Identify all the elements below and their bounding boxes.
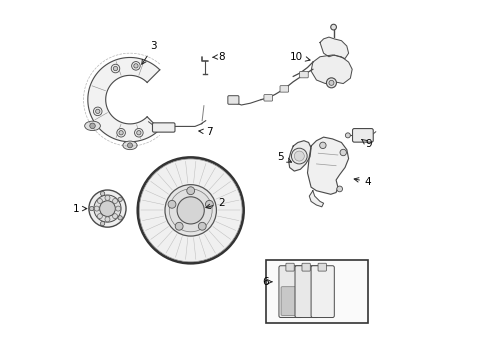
- Text: 1: 1: [73, 203, 87, 213]
- Circle shape: [169, 189, 212, 232]
- Circle shape: [113, 66, 118, 71]
- Circle shape: [111, 64, 120, 73]
- Circle shape: [292, 148, 307, 164]
- Circle shape: [329, 80, 334, 85]
- Bar: [267, 260, 368, 323]
- Circle shape: [118, 216, 122, 220]
- Text: 2: 2: [206, 198, 225, 208]
- Circle shape: [117, 129, 125, 137]
- Circle shape: [99, 201, 115, 216]
- FancyBboxPatch shape: [300, 71, 308, 78]
- Circle shape: [116, 206, 121, 211]
- Circle shape: [177, 197, 204, 224]
- FancyBboxPatch shape: [318, 263, 326, 271]
- Circle shape: [94, 107, 102, 116]
- Circle shape: [89, 190, 126, 227]
- Circle shape: [168, 201, 176, 208]
- Circle shape: [98, 198, 102, 203]
- Circle shape: [165, 185, 217, 236]
- Circle shape: [90, 206, 94, 211]
- Text: 6: 6: [263, 277, 272, 287]
- Ellipse shape: [85, 121, 100, 131]
- Circle shape: [132, 62, 140, 70]
- Circle shape: [175, 222, 183, 230]
- Circle shape: [100, 192, 105, 196]
- Circle shape: [100, 221, 105, 226]
- FancyBboxPatch shape: [279, 266, 302, 318]
- Circle shape: [96, 109, 100, 113]
- Circle shape: [139, 159, 242, 262]
- Polygon shape: [309, 191, 323, 207]
- FancyBboxPatch shape: [352, 129, 373, 142]
- Text: 7: 7: [199, 127, 213, 137]
- Circle shape: [113, 198, 118, 203]
- Circle shape: [345, 133, 350, 138]
- Polygon shape: [289, 141, 311, 171]
- Ellipse shape: [123, 141, 137, 150]
- Circle shape: [113, 213, 118, 219]
- Circle shape: [105, 195, 110, 201]
- Polygon shape: [308, 137, 348, 194]
- Text: 3: 3: [142, 41, 157, 64]
- Circle shape: [337, 186, 343, 192]
- FancyBboxPatch shape: [302, 263, 310, 271]
- Circle shape: [137, 131, 141, 135]
- Circle shape: [118, 197, 122, 202]
- Circle shape: [98, 213, 102, 219]
- FancyBboxPatch shape: [152, 123, 175, 132]
- Text: 4: 4: [354, 177, 371, 187]
- FancyBboxPatch shape: [264, 95, 272, 101]
- FancyBboxPatch shape: [228, 96, 239, 104]
- FancyBboxPatch shape: [280, 86, 289, 92]
- Circle shape: [294, 151, 304, 161]
- Circle shape: [319, 142, 326, 149]
- Polygon shape: [88, 58, 160, 142]
- Text: 9: 9: [362, 139, 371, 149]
- Polygon shape: [311, 55, 352, 84]
- Text: 10: 10: [290, 52, 310, 62]
- Text: 8: 8: [213, 52, 225, 62]
- Circle shape: [94, 195, 121, 222]
- Circle shape: [331, 24, 337, 30]
- FancyBboxPatch shape: [311, 266, 334, 318]
- FancyBboxPatch shape: [295, 266, 318, 318]
- Circle shape: [340, 149, 346, 156]
- Circle shape: [138, 157, 244, 263]
- Circle shape: [134, 64, 138, 68]
- Circle shape: [94, 206, 99, 211]
- Polygon shape: [320, 37, 348, 59]
- Circle shape: [205, 201, 213, 208]
- Circle shape: [119, 131, 123, 135]
- Circle shape: [135, 129, 143, 137]
- FancyBboxPatch shape: [286, 263, 294, 271]
- FancyBboxPatch shape: [281, 287, 300, 315]
- Circle shape: [198, 222, 206, 230]
- Circle shape: [326, 78, 337, 88]
- Circle shape: [105, 217, 110, 222]
- Circle shape: [90, 123, 95, 129]
- Circle shape: [187, 187, 195, 195]
- Circle shape: [127, 143, 132, 148]
- Text: 5: 5: [277, 152, 292, 162]
